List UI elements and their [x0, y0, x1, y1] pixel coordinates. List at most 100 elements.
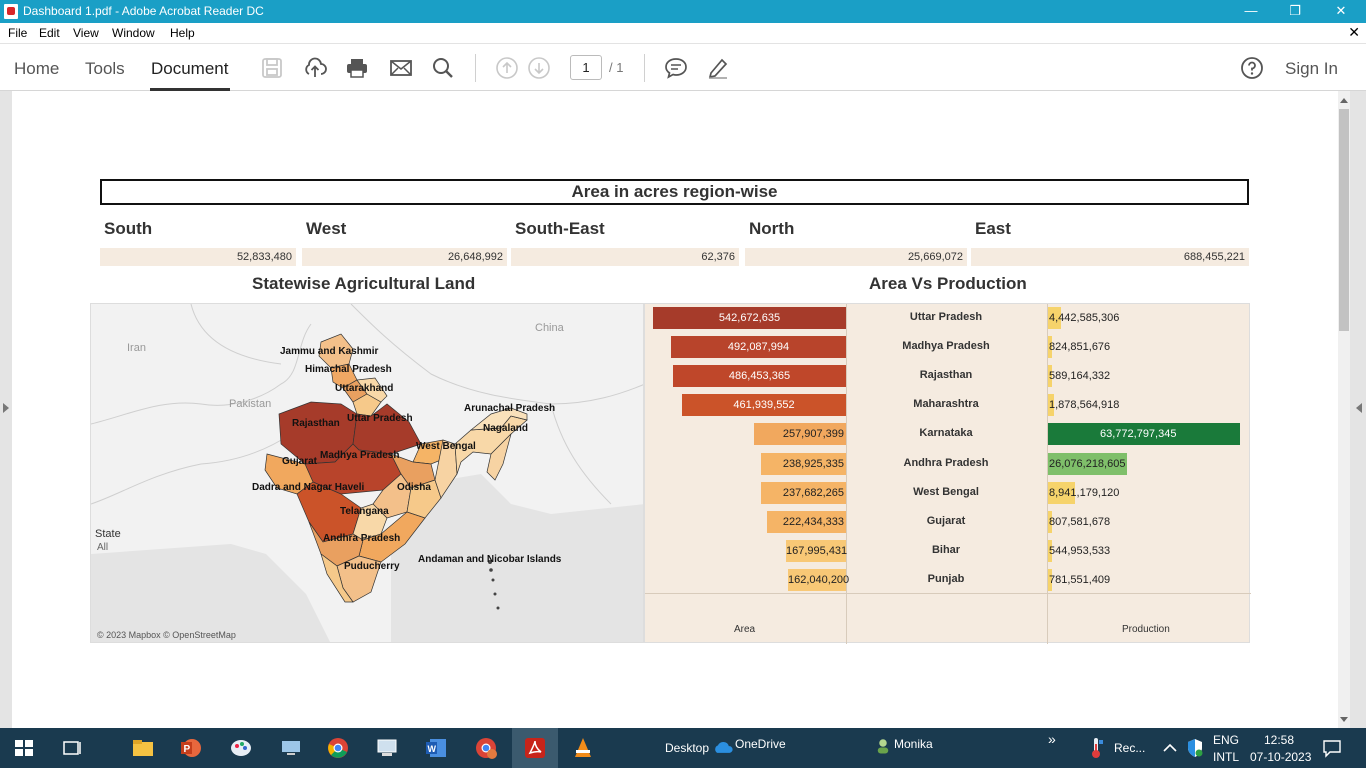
upload-cloud-icon[interactable]	[303, 56, 327, 80]
restore-button[interactable]: ❐	[1289, 3, 1301, 18]
file-explorer-icon[interactable]	[131, 736, 155, 760]
security-shield-icon[interactable]	[1186, 738, 1204, 758]
map-label-puducherry: Puducherry	[344, 561, 400, 572]
state-arunachal	[469, 407, 528, 431]
help-icon[interactable]	[1240, 56, 1264, 80]
map-legend-filter[interactable]: All	[97, 542, 109, 553]
language-secondary[interactable]: INTL	[1213, 750, 1240, 764]
menu-window[interactable]: Window	[112, 26, 155, 40]
active-tab-underline	[150, 88, 230, 91]
user-icon[interactable]	[874, 737, 892, 755]
area-bar[interactable]: 257,907,399	[754, 423, 846, 445]
production-bar[interactable]	[1048, 569, 1052, 591]
windows-start-icon[interactable]	[12, 736, 36, 760]
production-value-label: 544,953,533	[1049, 545, 1111, 557]
thermometer-icon[interactable]	[1084, 736, 1108, 760]
map-label-pakistan: Pakistan	[229, 398, 272, 410]
map-label-telangana: Telangana	[340, 506, 389, 517]
state-haryana	[352, 393, 382, 417]
vlc-icon[interactable]	[571, 736, 595, 760]
area-bar[interactable]: 492,087,994	[671, 336, 846, 358]
search-icon[interactable]	[431, 56, 455, 80]
scroll-down-icon[interactable]	[1340, 717, 1348, 722]
area-bar[interactable]: 238,925,335	[761, 453, 846, 475]
state-kerala	[320, 553, 354, 603]
area-bar[interactable]: 237,682,265	[761, 482, 846, 504]
notification-center-icon[interactable]	[1322, 738, 1342, 758]
print-icon[interactable]	[345, 56, 369, 80]
production-bar[interactable]	[1048, 394, 1054, 416]
save-icon[interactable]	[260, 56, 284, 80]
region-name-north: North	[749, 219, 795, 238]
menu-edit[interactable]: Edit	[39, 26, 60, 40]
menu-bar: File Edit View Window Help ✕	[0, 23, 1366, 43]
map-title: Statewise Agricultural Land	[252, 274, 476, 293]
email-icon[interactable]	[389, 56, 413, 80]
next-page-icon[interactable]	[527, 56, 551, 80]
close-document-icon[interactable]: ✕	[1348, 24, 1360, 40]
map-label-uttarakhand: Uttarakhand	[335, 383, 394, 394]
area-bar[interactable]: 542,672,635	[653, 307, 846, 329]
map-label-iran: Iran	[127, 342, 146, 354]
task-view-icon[interactable]	[60, 736, 84, 760]
production-bar[interactable]	[1048, 336, 1052, 358]
production-bar[interactable]	[1048, 307, 1061, 329]
chrome-profile-icon[interactable]	[474, 736, 498, 760]
powerpoint-icon[interactable]: P	[179, 736, 203, 760]
area-bar[interactable]: 167,995,431	[786, 540, 847, 562]
left-panel-toggle[interactable]	[0, 91, 12, 728]
taskbar-weather[interactable]: Rec...	[1114, 741, 1146, 755]
production-value-label: 1,878,564,918	[1049, 399, 1120, 411]
map-label-arunachal-pradesh: Arunachal Pradesh	[464, 403, 556, 414]
right-panel-toggle[interactable]	[1350, 91, 1366, 728]
scroll-thumb[interactable]	[1339, 109, 1349, 331]
sign-in-link[interactable]: Sign In	[1285, 59, 1338, 78]
close-window-button[interactable]: ✕	[1335, 3, 1347, 18]
production-bar[interactable]	[1048, 423, 1240, 445]
acrobat-taskbar-icon[interactable]	[523, 736, 547, 760]
remote-desktop-icon[interactable]	[279, 736, 303, 760]
taskbar-overflow-chevron[interactable]: »	[1048, 731, 1056, 747]
production-bar[interactable]	[1048, 453, 1127, 475]
region-value-south-east: 62,376	[511, 248, 739, 266]
clock-time[interactable]: 12:58	[1264, 733, 1295, 747]
production-value-label: 4,442,585,306	[1049, 312, 1120, 324]
map-label-odisha: Odisha	[397, 482, 431, 493]
india-state-map[interactable]: China Iran Pakistan Jammu and Kashmir Hi…	[90, 303, 644, 643]
area-bar[interactable]: 486,453,365	[673, 365, 846, 387]
taskbar-desktop[interactable]: Desktop	[665, 741, 710, 755]
tab-tools[interactable]: Tools	[85, 59, 125, 78]
area-bar[interactable]: 461,939,552	[682, 394, 846, 416]
menu-view[interactable]: View	[73, 26, 99, 40]
production-bar[interactable]	[1048, 511, 1052, 533]
chrome-icon[interactable]	[326, 736, 350, 760]
scroll-up-icon[interactable]	[1340, 98, 1348, 103]
area-bar[interactable]: 162,040,200	[788, 569, 849, 591]
highlight-pen-icon[interactable]	[706, 56, 730, 80]
page-number-input[interactable]: 1	[570, 55, 602, 80]
language-primary[interactable]: ENG	[1213, 733, 1240, 747]
vertical-scrollbar[interactable]	[1338, 91, 1350, 728]
taskbar-user[interactable]: Monika	[894, 737, 933, 751]
computer-icon[interactable]	[375, 736, 399, 760]
menu-help[interactable]: Help	[170, 26, 195, 40]
previous-page-icon[interactable]	[495, 56, 519, 80]
onedrive-icon[interactable]	[713, 739, 733, 755]
state-row-label: Maharashtra	[913, 398, 979, 410]
taskbar-onedrive[interactable]: OneDrive	[735, 737, 786, 751]
paint-icon[interactable]	[229, 736, 253, 760]
title-bar: Dashboard 1.pdf - Adobe Acrobat Reader D…	[0, 0, 1366, 23]
tab-document[interactable]: Document	[151, 59, 229, 78]
state-row-label: Bihar	[931, 544, 961, 556]
show-hidden-icons-chevron-icon[interactable]	[1162, 740, 1178, 756]
comment-icon[interactable]	[664, 56, 688, 80]
production-bar[interactable]	[1048, 482, 1075, 504]
area-bar[interactable]: 222,434,333	[767, 511, 846, 533]
tab-home[interactable]: Home	[14, 59, 60, 78]
menu-file[interactable]: File	[8, 26, 28, 40]
production-bar[interactable]	[1048, 365, 1052, 387]
minimize-button[interactable]: —	[1244, 3, 1258, 18]
production-bar[interactable]	[1048, 540, 1052, 562]
clock-date[interactable]: 07-10-2023	[1250, 750, 1312, 764]
word-icon[interactable]: W	[424, 736, 448, 760]
